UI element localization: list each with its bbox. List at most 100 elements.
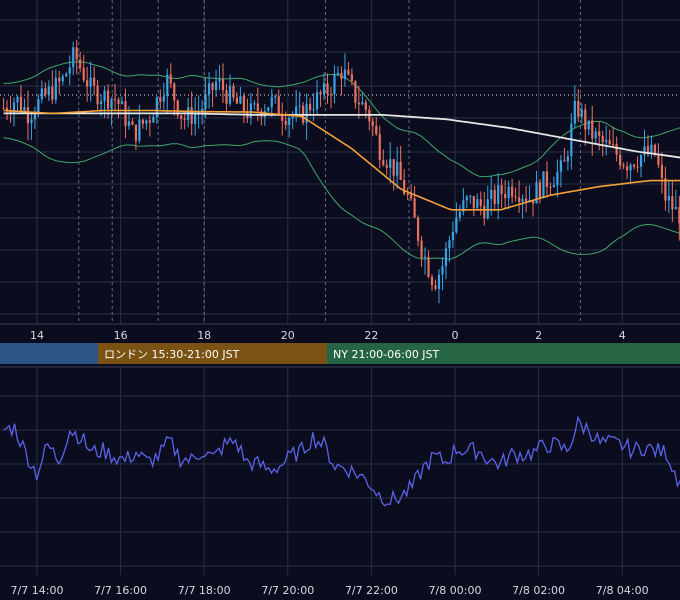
- sma-short-line: [3, 109, 680, 211]
- candle-body-29: [103, 90, 106, 102]
- candle-body-108: [378, 134, 381, 161]
- candle-body-6: [23, 107, 26, 111]
- candle-body-30: [106, 90, 110, 109]
- candle-body-134: [469, 196, 472, 198]
- candle-body-145: [507, 186, 510, 199]
- candle-body-60: [211, 83, 214, 91]
- price-axis-label: 0: [452, 329, 459, 342]
- price-axis-label: 14: [30, 329, 44, 342]
- candle-body-47: [166, 74, 169, 97]
- candle-body-192: [671, 196, 674, 210]
- candle-body-165: [577, 100, 580, 117]
- price-axis-label: 22: [364, 329, 378, 342]
- candle-body-155: [542, 171, 545, 199]
- candle-body-64: [225, 90, 228, 104]
- candle-body-52: [183, 118, 186, 120]
- candle-body-183: [639, 155, 643, 167]
- oscillator-axis-label: 7/7 20:00: [261, 584, 314, 597]
- candle-body-31: [110, 99, 113, 109]
- candle-body-61: [214, 81, 218, 91]
- candle-body-170: [594, 131, 597, 139]
- candle-body-161: [563, 160, 566, 162]
- candle-body-16: [58, 77, 61, 82]
- candle-body-121: [423, 256, 427, 259]
- candle-body-17: [61, 76, 64, 82]
- candle-body-102: [357, 102, 360, 105]
- candle-body-26: [93, 77, 96, 86]
- candle-body-24: [86, 80, 89, 87]
- session-ny: [327, 343, 680, 364]
- candle-body-174: [608, 140, 611, 145]
- candle-body-41: [145, 120, 148, 124]
- candle-body-127: [444, 248, 448, 267]
- candle-body-122: [427, 256, 430, 277]
- candle-body-3: [12, 102, 16, 113]
- candle-body-19: [68, 67, 71, 74]
- candle-body-32: [113, 99, 117, 101]
- candle-body-9: [33, 114, 37, 120]
- candle-body-11: [40, 88, 43, 100]
- candle-body-0: [2, 107, 5, 109]
- bollinger-lower: [3, 137, 680, 260]
- candle-body-148: [517, 197, 521, 202]
- candle-body-194: [678, 206, 680, 224]
- candle-body-54: [190, 107, 193, 124]
- candle-body-74: [260, 111, 263, 117]
- candle-body-28: [99, 101, 103, 105]
- candle-body-153: [535, 182, 538, 204]
- candle-body-81: [284, 120, 287, 125]
- candle-body-66: [232, 86, 235, 98]
- candle-body-185: [646, 146, 650, 155]
- candle-body-89: [312, 109, 315, 111]
- candle-body-58: [204, 94, 207, 109]
- candle-body-34: [120, 101, 124, 104]
- candle-body-137: [479, 199, 482, 206]
- candle-body-193: [674, 206, 677, 210]
- candle-body-57: [201, 108, 204, 113]
- candle-body-42: [148, 120, 151, 123]
- candle-body-36: [127, 121, 131, 126]
- candle-body-18: [65, 73, 68, 77]
- candle-body-142: [497, 185, 500, 205]
- candle-body-135: [472, 196, 475, 209]
- candle-body-94: [329, 93, 333, 95]
- candle-body-106: [371, 121, 374, 126]
- candle-body-123: [430, 276, 434, 286]
- candle-body-182: [636, 166, 639, 168]
- candle-body-141: [493, 189, 496, 205]
- candle-body-96: [336, 72, 340, 75]
- candle-body-82: [288, 118, 291, 125]
- candle-body-188: [657, 154, 660, 165]
- candle-body-125: [437, 274, 441, 289]
- price-axis-label: 16: [114, 329, 128, 342]
- candle-body-147: [514, 196, 517, 198]
- candle-body-156: [545, 171, 549, 187]
- candle-body-1: [5, 107, 9, 112]
- candle-body-116: [406, 194, 409, 196]
- candle-body-77: [270, 96, 273, 108]
- price-pane[interactable]: [0, 0, 680, 324]
- candle-body-67: [235, 97, 239, 104]
- oscillator-axis-label: 7/8 04:00: [596, 584, 649, 597]
- candle-body-124: [434, 285, 437, 289]
- candle-body-72: [253, 103, 256, 105]
- candle-body-139: [486, 199, 489, 219]
- candle-body-176: [615, 144, 618, 155]
- oscillator-pane[interactable]: [0, 366, 680, 575]
- candle-body-5: [19, 96, 23, 111]
- candle-body-189: [660, 164, 664, 179]
- candle-body-45: [159, 97, 162, 102]
- candle-body-99: [347, 69, 350, 75]
- candle-body-114: [399, 161, 402, 180]
- candle-body-143: [500, 185, 503, 194]
- candle-body-130: [455, 217, 458, 233]
- candle-body-181: [632, 164, 636, 167]
- candle-body-173: [605, 140, 608, 143]
- candle-body-50: [176, 100, 179, 116]
- candle-body-126: [441, 266, 444, 275]
- candle-body-68: [239, 95, 242, 104]
- candle-body-51: [180, 115, 183, 119]
- candle-body-184: [643, 146, 646, 156]
- price-time-axis: 14 16 18 20 22 0 2 4: [0, 323, 680, 342]
